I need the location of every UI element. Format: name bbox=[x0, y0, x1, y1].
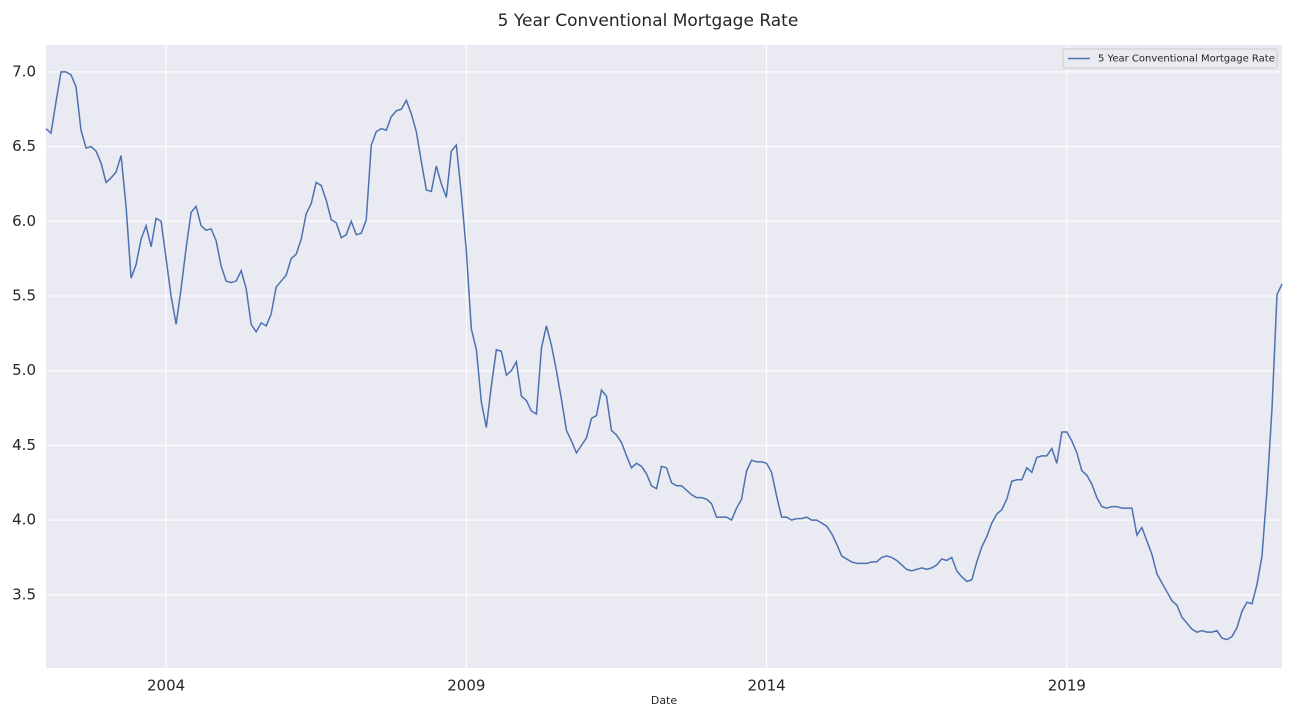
legend-box bbox=[1062, 48, 1278, 69]
y-tick-label: 3.5 bbox=[12, 585, 36, 603]
x-tick-label: 2004 bbox=[147, 677, 185, 695]
x-tick-label: 2019 bbox=[1048, 677, 1086, 695]
y-tick-label: 7.0 bbox=[12, 62, 36, 80]
y-tick-label: 4.5 bbox=[12, 436, 36, 454]
data-line bbox=[45, 71, 1283, 641]
plot-area bbox=[46, 45, 1282, 668]
chart-title: 5 Year Conventional Mortgage Rate bbox=[498, 11, 799, 31]
legend-label: 5 Year Conventional Mortgage Rate bbox=[1098, 54, 1275, 65]
y-tick-label: 5.0 bbox=[12, 361, 36, 379]
x-axis-label: Date bbox=[651, 694, 678, 707]
y-tick-label: 6.5 bbox=[12, 137, 36, 155]
y-tick-label: 4.0 bbox=[12, 511, 36, 529]
x-tick-label: 2009 bbox=[447, 677, 485, 695]
y-tick-label: 5.5 bbox=[12, 286, 36, 304]
x-tick-label: 2014 bbox=[748, 677, 786, 695]
y-tick-label: 6.0 bbox=[12, 212, 36, 230]
